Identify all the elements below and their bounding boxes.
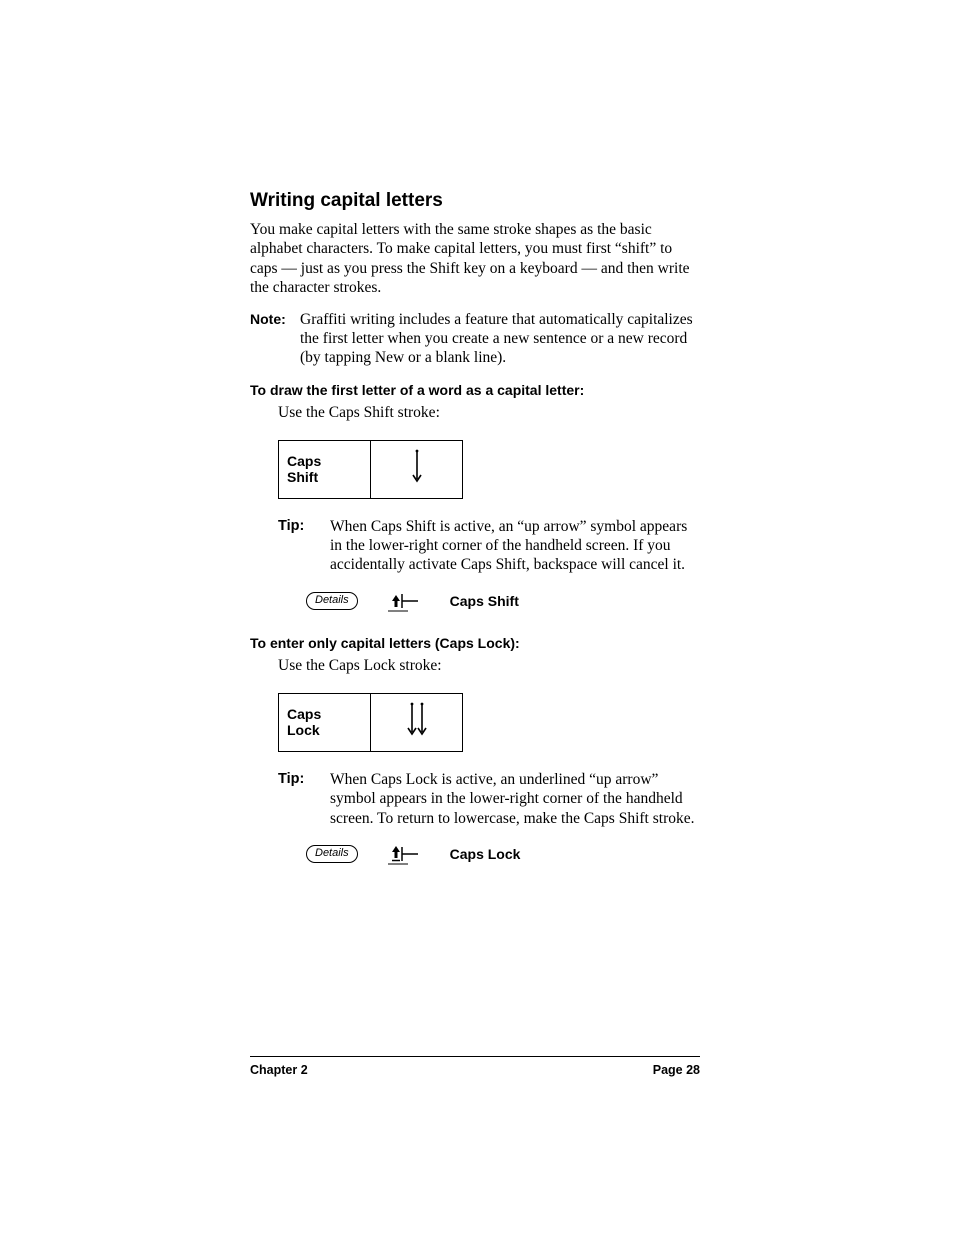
caps-shift-glyph-cell <box>371 440 463 498</box>
caps-shift-stroke-icon <box>397 445 437 489</box>
caps-lock-label-line2: Lock <box>287 722 362 738</box>
caps-shift-indicator-label: Caps Shift <box>450 593 519 609</box>
details-button[interactable]: Details <box>306 592 358 610</box>
caps-lock-stroke-table: Caps Lock <box>278 693 463 752</box>
caps-lock-indicator-row: Details Caps Lock <box>306 842 700 866</box>
instruction-caps-lock: Use the Caps Lock stroke: <box>278 657 700 675</box>
caps-shift-label-line2: Shift <box>287 469 362 485</box>
caps-lock-indicator-label: Caps Lock <box>450 846 521 862</box>
footer-rule <box>250 1056 700 1057</box>
caps-shift-indicator-icon <box>388 589 448 613</box>
tip-label-caps-lock: Tip: <box>278 770 330 787</box>
subhead-caps-lock: To enter only capital letters (Caps Lock… <box>250 635 700 651</box>
footer-page: Page 28 <box>653 1063 700 1077</box>
caps-lock-glyph-cell <box>371 693 463 751</box>
caps-lock-label-line1: Caps <box>287 706 362 722</box>
section-heading: Writing capital letters <box>250 190 700 212</box>
tip-label-caps-shift: Tip: <box>278 517 330 534</box>
page-footer: Chapter 2 Page 28 <box>250 1056 700 1077</box>
caps-lock-stroke-icon <box>397 698 437 742</box>
footer-row: Chapter 2 Page 28 <box>250 1063 700 1077</box>
caps-lock-label-cell: Caps Lock <box>279 693 371 751</box>
content-column: Writing capital letters You make capital… <box>250 190 700 866</box>
caps-shift-label-line1: Caps <box>287 453 362 469</box>
note-text: Graffiti writing includes a feature that… <box>300 310 700 368</box>
subhead-caps-shift: To draw the first letter of a word as a … <box>250 382 700 398</box>
note-label: Note: <box>250 310 300 327</box>
footer-chapter: Chapter 2 <box>250 1063 308 1077</box>
tip-text-caps-shift: When Caps Shift is active, an “up arrow”… <box>330 517 700 575</box>
note-block: Note: Graffiti writing includes a featur… <box>250 310 700 368</box>
tip-caps-shift: Tip: When Caps Shift is active, an “up a… <box>278 517 700 575</box>
document-page: Writing capital letters You make capital… <box>0 0 954 1235</box>
caps-shift-label-cell: Caps Shift <box>279 440 371 498</box>
details-button[interactable]: Details <box>306 845 358 863</box>
instruction-caps-shift: Use the Caps Shift stroke: <box>278 404 700 422</box>
intro-paragraph: You make capital letters with the same s… <box>250 220 700 298</box>
caps-shift-stroke-table: Caps Shift <box>278 440 463 499</box>
caps-lock-indicator-icon <box>388 842 448 866</box>
caps-shift-indicator-row: Details Caps Shift <box>306 589 700 613</box>
tip-caps-lock: Tip: When Caps Lock is active, an underl… <box>278 770 700 828</box>
tip-text-caps-lock: When Caps Lock is active, an underlined … <box>330 770 700 828</box>
